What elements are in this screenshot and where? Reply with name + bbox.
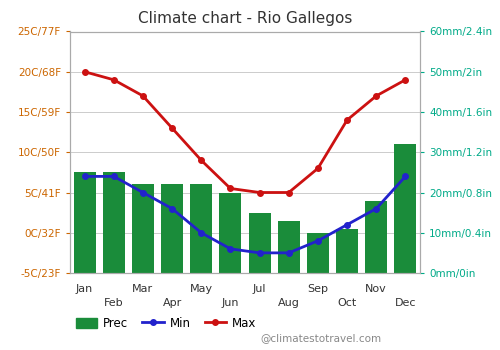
Text: Sep: Sep [308,284,328,294]
Text: Oct: Oct [338,298,356,308]
Text: Feb: Feb [104,298,124,308]
Bar [220,193,242,273]
Bar [190,184,212,273]
Text: Apr: Apr [162,298,182,308]
Bar [248,212,270,273]
Text: Jul: Jul [253,284,266,294]
Text: @climatestotravel.com: @climatestotravel.com [260,333,381,343]
Text: Jun: Jun [222,298,239,308]
Text: Dec: Dec [394,298,416,308]
Bar [336,229,358,273]
Bar [394,144,416,273]
Bar [161,184,183,273]
Text: Aug: Aug [278,298,299,308]
Bar [366,201,387,273]
Bar [103,173,124,273]
Bar [307,233,329,273]
Text: May: May [190,284,213,294]
Text: Mar: Mar [132,284,154,294]
Text: Jan: Jan [76,284,93,294]
Legend: Prec, Min, Max: Prec, Min, Max [76,317,256,330]
Title: Climate chart - Rio Gallegos: Climate chart - Rio Gallegos [138,11,352,26]
Bar [132,184,154,273]
Bar [278,221,299,273]
Bar [74,173,96,273]
Text: Nov: Nov [366,284,387,294]
